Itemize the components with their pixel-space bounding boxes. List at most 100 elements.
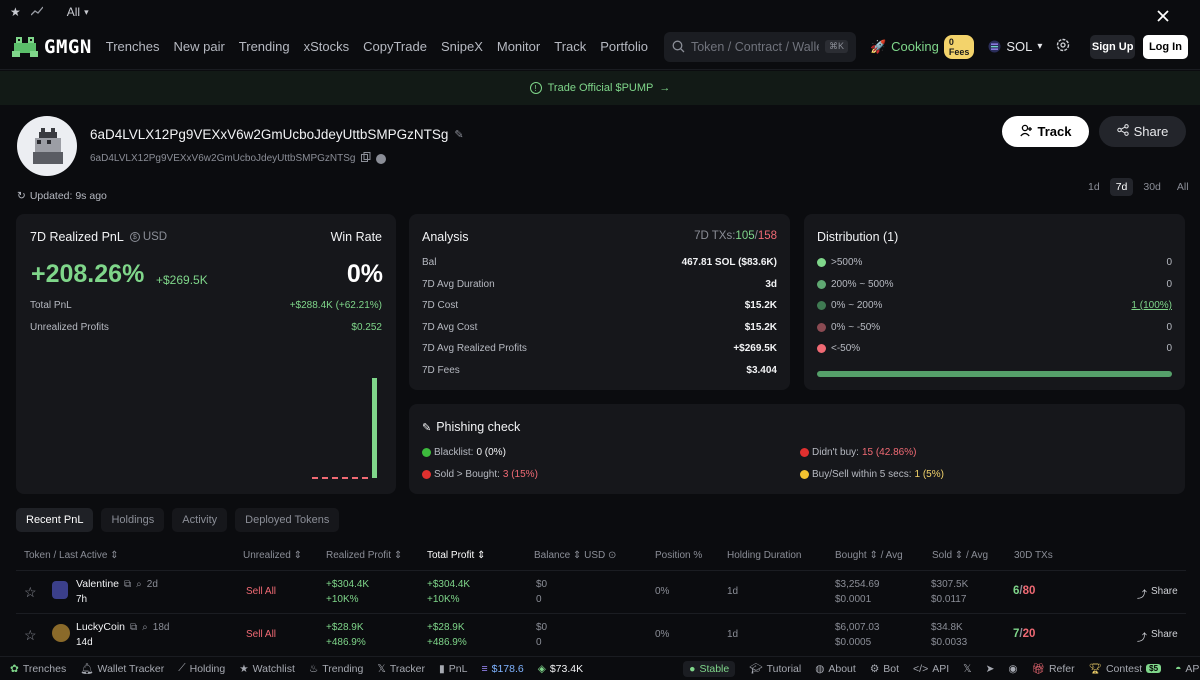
footer-trenches[interactable]: ✿ Trenches [10,662,67,675]
distribution-count[interactable]: 1 (100%) [1131,300,1172,311]
period-7d[interactable]: 7d [1109,178,1134,196]
login-button[interactable]: Log In [1142,34,1188,59]
tab-activity[interactable]: Activity [172,508,228,532]
token-name[interactable]: Valentine [76,578,120,590]
nav-xstocks[interactable]: xStocks [303,39,350,54]
footer-discord-icon[interactable]: ◉ [1008,662,1018,675]
tab-recent-pnl[interactable]: Recent PnL [16,508,94,532]
cooking-button[interactable]: 🚀 Cooking 0 Fees [870,34,975,59]
balance-cell: $0 0 [536,622,548,648]
txs-sell: 158 [757,230,777,242]
nav-trenches[interactable]: Trenches [105,39,160,54]
table-row[interactable]: ☆ Valentine ⧉ ⌕ 2d 7h Sell All +$304.4K +… [16,570,1186,612]
row-share-button[interactable]: ⤴ Share [1137,629,1178,644]
tab-holdings[interactable]: Holdings [101,508,165,532]
edit-icon[interactable]: ✎ [454,129,464,141]
footer-watchlist[interactable]: ★ Watchlist [239,662,295,675]
usd-toggle[interactable]: $ USD [129,231,167,243]
share-button[interactable]: Share [1099,116,1186,147]
tab-deployed-tokens[interactable]: Deployed Tokens [235,508,340,532]
footer-tracker[interactable]: 𝕏 Tracker [377,662,426,675]
search-icon[interactable]: ⌕ [136,579,142,590]
distribution-row: >500% 0 [817,257,1172,268]
token-logo-icon [52,624,70,642]
filter-dropdown[interactable]: All ▾ [67,5,89,19]
promo-banner[interactable]: ! Trade Official $PUMP → [0,71,1200,105]
period-all[interactable]: All [1176,181,1189,193]
search-box[interactable]: ⌘K [663,31,856,62]
logo[interactable]: GMGN [12,35,92,59]
solscan-icon[interactable] [375,153,386,164]
favorite-star-icon[interactable]: ☆ [24,584,37,600]
footer-api[interactable]: </> API [913,662,950,675]
track-button[interactable]: Track [1002,116,1089,147]
sort-icon: ⇕ [293,550,302,561]
period-selector: 1d 7d 30d All [1082,178,1195,196]
copy-icon[interactable]: ⧉ [130,622,138,633]
main-nav: Trenches New pair Trending xStocks CopyT… [106,39,648,54]
table-row[interactable]: ☆ LuckyCoin ⧉ ⌕ 18d 14d Sell All +$28.9K… [16,613,1186,655]
footer-refer[interactable]: 🎁︎ Refer [1031,662,1075,676]
bar-chart-icon: ▮ [439,662,445,675]
footer-x-icon[interactable]: 𝕏 [963,662,972,675]
footer-about[interactable]: ◍ About [815,662,856,675]
footer-wallet-tracker[interactable]: 🔔︎ Wallet Tracker [80,662,165,676]
wallet-title-text: 6aD4LVLX12Pg9VEXxV6w2GmUcboJdeyUttbSMPGz… [90,127,449,142]
footer-bot[interactable]: ⚙ Bot [869,662,900,675]
nav-monitor[interactable]: Monitor [496,39,541,54]
copy-icon[interactable] [360,152,371,165]
share-icon: ⤴ [1137,633,1147,644]
row-share-button[interactable]: ⤴ Share [1137,586,1178,601]
refresh-icon[interactable]: ↻ [17,190,26,202]
chart-icon[interactable] [30,5,44,19]
period-1d[interactable]: 1d [1088,181,1100,193]
sell-all-button[interactable]: Sell All [246,586,277,597]
search-input[interactable] [690,39,819,54]
col-realized[interactable]: Realized Profit ⇕ [326,550,403,561]
nav-copytrade[interactable]: CopyTrade [363,39,427,54]
favorite-star-icon[interactable]: ☆ [24,627,37,643]
chain-selector[interactable]: SOL ▾ [988,39,1042,54]
star-icon[interactable]: ★ [10,5,21,19]
nav-trending[interactable]: Trending [238,39,290,54]
bell-icon: 🔔︎ [80,663,94,675]
nav-track[interactable]: Track [554,39,587,54]
analysis-row-value: 3d [765,279,777,290]
settings-gear-icon[interactable] [1056,38,1070,55]
footer-trending[interactable]: ♨ Trending [308,662,364,675]
footer-tutorial[interactable]: 🎓︎ Tutorial [749,662,802,676]
pnl-tabs: Recent PnL Holdings Activity Deployed To… [16,508,340,532]
nav-portfolio[interactable]: Portfolio [600,39,648,54]
token-name[interactable]: LuckyCoin [76,621,126,633]
pill-icon: ◈ [537,662,546,675]
col-total-profit[interactable]: Total Profit ⇕ [427,550,486,561]
nav-snipex[interactable]: SnipeX [440,39,483,54]
sell-all-button[interactable]: Sell All [246,629,277,640]
pnl-bar [372,378,377,478]
footer-stable[interactable]: ● Stable [683,660,736,677]
footer-telegram-icon[interactable]: ➤ [985,662,995,675]
contest-badge: $5 [1146,664,1162,673]
nav-new-pair[interactable]: New pair [173,39,225,54]
col-unrealized[interactable]: Unrealized ⇕ [243,550,302,561]
footer-contest[interactable]: 🏆︎ Contest $5 [1089,662,1162,675]
footer-app[interactable]: ◓APP [1175,662,1200,675]
graduation-cap-icon: 🎓︎ [749,663,763,675]
footer-holding[interactable]: ⟋ Holding [178,662,226,675]
period-30d[interactable]: 30d [1143,181,1161,193]
search-icon[interactable]: ⌕ [142,622,148,633]
sold-gt-value: 3 (15%) [502,469,538,480]
signup-button[interactable]: Sign Up [1090,34,1135,59]
col-balance[interactable]: Balance ⇕ USD ⊙ [534,550,617,561]
bought-cell: $6,007.03 $0.0005 [835,622,880,648]
col-token[interactable]: Token / Last Active ⇕ [24,550,119,561]
footer-pnl[interactable]: ▮ PnL [439,662,468,675]
sort-icon: ⇕ [393,550,403,561]
col-bought[interactable]: Bought ⇕ / Avg [835,550,903,561]
close-icon[interactable] [1156,9,1170,26]
analysis-row-label: 7D Avg Duration [422,279,495,290]
info-icon: ! [529,82,542,94]
col-sold[interactable]: Sold ⇕ / Avg [932,550,989,561]
sold-gt-label: Sold > Bought: [434,469,500,480]
copy-icon[interactable]: ⧉ [124,579,132,590]
